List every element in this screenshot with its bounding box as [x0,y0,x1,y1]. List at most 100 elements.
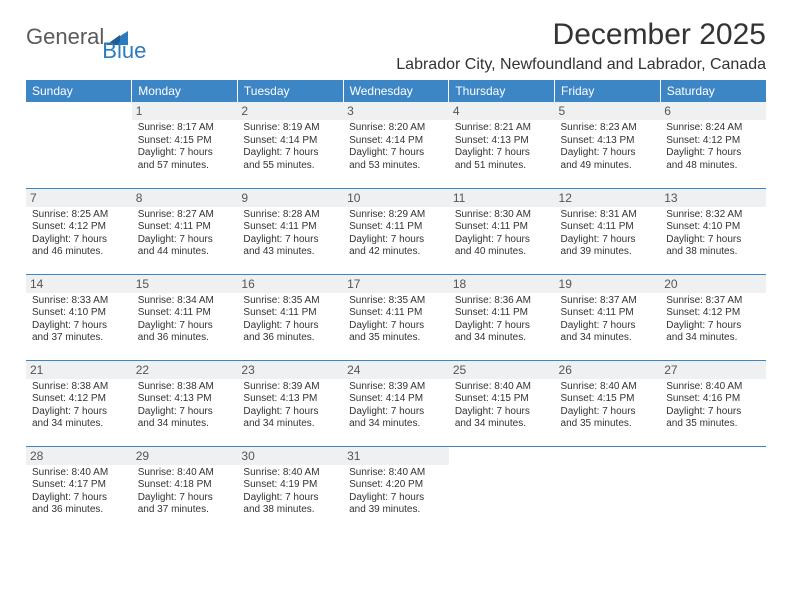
daylight-text: Daylight: 7 hours and 38 minutes. [243,492,337,517]
day-detail: Sunrise: 8:17 AMSunset: 4:15 PMDaylight:… [138,122,232,172]
day-number: 19 [555,275,661,293]
calendar-cell: 20Sunrise: 8:37 AMSunset: 4:12 PMDayligh… [660,274,766,360]
sunrise-text: Sunrise: 8:17 AM [138,122,232,135]
dh-thu: Thursday [449,80,555,102]
location-label: Labrador City, Newfoundland and Labrador… [396,56,766,74]
day-detail: Sunrise: 8:23 AMSunset: 4:13 PMDaylight:… [561,122,655,172]
calendar-table: Sunday Monday Tuesday Wednesday Thursday… [26,80,766,532]
calendar-cell: 27Sunrise: 8:40 AMSunset: 4:16 PMDayligh… [660,360,766,446]
calendar-cell: 14Sunrise: 8:33 AMSunset: 4:10 PMDayligh… [26,274,132,360]
sunset-text: Sunset: 4:15 PM [561,393,655,406]
title-block: December 2025 Labrador City, Newfoundlan… [396,18,766,74]
sunrise-text: Sunrise: 8:24 AM [666,122,760,135]
daylight-text: Daylight: 7 hours and 48 minutes. [666,147,760,172]
day-detail: Sunrise: 8:40 AMSunset: 4:16 PMDaylight:… [666,381,760,431]
dh-sat: Saturday [660,80,766,102]
daylight-text: Daylight: 7 hours and 40 minutes. [455,234,549,259]
calendar-cell: 29Sunrise: 8:40 AMSunset: 4:18 PMDayligh… [132,446,238,532]
sunset-text: Sunset: 4:10 PM [32,307,126,320]
day-number: 9 [237,189,343,207]
sunrise-text: Sunrise: 8:19 AM [243,122,337,135]
day-number: 4 [449,102,555,120]
calendar-cell: 10Sunrise: 8:29 AMSunset: 4:11 PMDayligh… [343,188,449,274]
sunrise-text: Sunrise: 8:20 AM [349,122,443,135]
daylight-text: Daylight: 7 hours and 39 minutes. [349,492,443,517]
dh-mon: Monday [132,80,238,102]
dh-fri: Friday [555,80,661,102]
dh-tue: Tuesday [237,80,343,102]
calendar-cell: 18Sunrise: 8:36 AMSunset: 4:11 PMDayligh… [449,274,555,360]
dh-wed: Wednesday [343,80,449,102]
daylight-text: Daylight: 7 hours and 36 minutes. [138,320,232,345]
sunrise-text: Sunrise: 8:35 AM [349,295,443,308]
daylight-text: Daylight: 7 hours and 34 minutes. [561,320,655,345]
calendar-cell: 15Sunrise: 8:34 AMSunset: 4:11 PMDayligh… [132,274,238,360]
day-detail: Sunrise: 8:28 AMSunset: 4:11 PMDaylight:… [243,209,337,259]
calendar-cell [449,446,555,532]
day-number: 7 [26,189,132,207]
daylight-text: Daylight: 7 hours and 39 minutes. [561,234,655,259]
sunset-text: Sunset: 4:11 PM [138,307,232,320]
day-detail: Sunrise: 8:40 AMSunset: 4:17 PMDaylight:… [32,467,126,517]
calendar-cell: 12Sunrise: 8:31 AMSunset: 4:11 PMDayligh… [555,188,661,274]
day-detail: Sunrise: 8:38 AMSunset: 4:13 PMDaylight:… [138,381,232,431]
calendar-cell: 5Sunrise: 8:23 AMSunset: 4:13 PMDaylight… [555,102,661,188]
calendar-row: 28 Sunrise: 8:40 AMSunset: 4:17 PMDayligh… [26,446,766,532]
day-number: 15 [132,275,238,293]
month-title: December 2025 [396,18,766,52]
sunset-text: Sunset: 4:12 PM [32,221,126,234]
daylight-text: Daylight: 7 hours and 34 minutes. [138,406,232,431]
day-detail: Sunrise: 8:40 AMSunset: 4:20 PMDaylight:… [349,467,443,517]
daylight-text: Daylight: 7 hours and 57 minutes. [138,147,232,172]
daylight-text: Daylight: 7 hours and 38 minutes. [666,234,760,259]
sunrise-text: Sunrise: 8:25 AM [32,209,126,222]
sunset-text: Sunset: 4:13 PM [455,135,549,148]
daylight-text: Daylight: 7 hours and 53 minutes. [349,147,443,172]
sunset-text: Sunset: 4:14 PM [243,135,337,148]
sunset-text: Sunset: 4:15 PM [138,135,232,148]
day-number: 8 [132,189,238,207]
day-detail: Sunrise: 8:19 AMSunset: 4:14 PMDaylight:… [243,122,337,172]
calendar-cell: 8Sunrise: 8:27 AMSunset: 4:11 PMDaylight… [132,188,238,274]
day-detail: Sunrise: 8:39 AMSunset: 4:13 PMDaylight:… [243,381,337,431]
sunset-text: Sunset: 4:12 PM [32,393,126,406]
calendar-cell: 11Sunrise: 8:30 AMSunset: 4:11 PMDayligh… [449,188,555,274]
sunset-text: Sunset: 4:11 PM [243,307,337,320]
day-number: 30 [237,447,343,465]
day-detail: Sunrise: 8:30 AMSunset: 4:11 PMDaylight:… [455,209,549,259]
sunset-text: Sunset: 4:12 PM [666,135,760,148]
day-number: 12 [555,189,661,207]
sunrise-text: Sunrise: 8:23 AM [561,122,655,135]
sunrise-text: Sunrise: 8:38 AM [32,381,126,394]
sunset-text: Sunset: 4:14 PM [349,393,443,406]
day-detail: Sunrise: 8:39 AMSunset: 4:14 PMDaylight:… [349,381,443,431]
daylight-text: Daylight: 7 hours and 34 minutes. [666,320,760,345]
sunrise-text: Sunrise: 8:35 AM [243,295,337,308]
sunset-text: Sunset: 4:13 PM [561,135,655,148]
calendar-cell: 23Sunrise: 8:39 AMSunset: 4:13 PMDayligh… [237,360,343,446]
sunrise-text: Sunrise: 8:31 AM [561,209,655,222]
daylight-text: Daylight: 7 hours and 43 minutes. [243,234,337,259]
sunset-text: Sunset: 4:16 PM [666,393,760,406]
calendar-cell: 22Sunrise: 8:38 AMSunset: 4:13 PMDayligh… [132,360,238,446]
calendar-cell: 31Sunrise: 8:40 AMSunset: 4:20 PMDayligh… [343,446,449,532]
sunrise-text: Sunrise: 8:28 AM [243,209,337,222]
sunrise-text: Sunrise: 8:30 AM [455,209,549,222]
day-detail: Sunrise: 8:40 AMSunset: 4:18 PMDaylight:… [138,467,232,517]
day-number: 28 [26,447,132,465]
sunrise-text: Sunrise: 8:39 AM [349,381,443,394]
calendar-cell: 25Sunrise: 8:40 AMSunset: 4:15 PMDayligh… [449,360,555,446]
calendar-cell: 9 Sunrise: 8:28 AMSunset: 4:11 PMDaylight… [237,188,343,274]
day-number: 16 [237,275,343,293]
sunset-text: Sunset: 4:11 PM [349,307,443,320]
day-number: 18 [449,275,555,293]
calendar-cell: 30Sunrise: 8:40 AMSunset: 4:19 PMDayligh… [237,446,343,532]
day-detail: Sunrise: 8:20 AMSunset: 4:14 PMDaylight:… [349,122,443,172]
calendar-cell: 21Sunrise: 8:38 AMSunset: 4:12 PMDayligh… [26,360,132,446]
calendar-cell [555,446,661,532]
daylight-text: Daylight: 7 hours and 35 minutes. [561,406,655,431]
calendar-cell: 2Sunrise: 8:19 AMSunset: 4:14 PMDaylight… [237,102,343,188]
day-number: 20 [660,275,766,293]
calendar-row: 21Sunrise: 8:38 AMSunset: 4:12 PMDayligh… [26,360,766,446]
daylight-text: Daylight: 7 hours and 42 minutes. [349,234,443,259]
